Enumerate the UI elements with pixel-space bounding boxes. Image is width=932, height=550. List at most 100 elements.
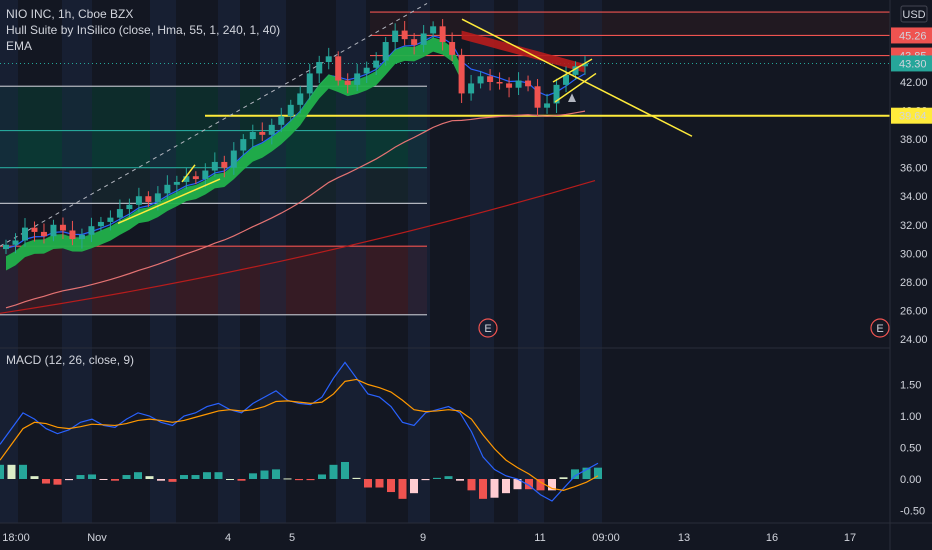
yellow-trend-line-3 — [554, 72, 597, 103]
macd-hist-bar-24 — [272, 469, 280, 479]
session-band-1 — [62, 0, 92, 523]
macd-axis[interactable]: 1.50 1.00 0.50 0.00 -0.50 — [900, 380, 925, 518]
macd-hist-bar-25 — [283, 478, 292, 480]
macd-hist-bar-44 — [502, 479, 510, 494]
macd-hist-bar-45 — [513, 479, 522, 490]
macd-hist-bar-7 — [76, 475, 85, 479]
macd-hist-bar-2 — [19, 464, 27, 479]
ema-fast-line — [5, 35, 586, 250]
price-label-text-2: 43.30 — [899, 58, 927, 70]
ema-indicator-label[interactable]: EMA — [6, 39, 33, 53]
candle-body-57 — [544, 103, 551, 108]
macd-hist-bar-9 — [99, 479, 108, 480]
macd-hist-bar-32 — [364, 479, 372, 488]
macd-hist-bar-49 — [559, 477, 568, 479]
candle-body-2 — [21, 227, 28, 241]
price-tick-4: 32.00 — [900, 220, 928, 232]
price-tick-2: 28.00 — [900, 277, 928, 289]
candle-body-47 — [449, 42, 456, 55]
candle-body-22 — [211, 161, 218, 171]
symbol-title[interactable]: NIO INC, 1h, Cboe BZX — [6, 7, 134, 21]
candle-body-13 — [126, 204, 133, 210]
macd-hist-bar-29 — [329, 464, 338, 479]
candle-body-46 — [439, 26, 446, 43]
price-tick-5: 34.00 — [900, 191, 928, 203]
candle-body-11 — [107, 217, 114, 222]
candle-body-56 — [534, 86, 541, 108]
time-tick-8: 16 — [766, 532, 778, 544]
candle-body-33 — [316, 62, 323, 74]
macd-hist-bar-35 — [398, 479, 407, 499]
macd-hist-bar-37 — [421, 479, 430, 481]
candle-body-25 — [240, 139, 247, 151]
macd-hist-bar-8 — [88, 474, 96, 479]
signal-line — [0, 378, 599, 491]
candle-body-49 — [468, 83, 475, 94]
candle-body-48 — [458, 54, 465, 94]
yellow-trend-line-1 — [461, 18, 693, 137]
candle-body-5 — [50, 224, 57, 237]
candle-body-40 — [382, 42, 389, 61]
candle-body-39 — [373, 60, 380, 68]
macd-legend: MACD (12, 26, close, 9) — [6, 352, 134, 368]
macd-histogram — [0, 461, 602, 499]
time-tick-3: 5 — [289, 532, 295, 544]
candle-body-3 — [31, 227, 38, 232]
candle-body-41 — [392, 30, 399, 43]
session-band-2 — [150, 0, 176, 523]
session-band-6 — [408, 0, 430, 523]
candle-body-4 — [40, 231, 47, 237]
candle-body-50 — [477, 76, 484, 84]
candle-body-14 — [135, 196, 142, 205]
candle-body-20 — [192, 176, 199, 180]
candle-body-12 — [116, 209, 123, 218]
price-tick-3: 30.00 — [900, 248, 928, 260]
session-band-9 — [580, 0, 602, 523]
macd-hist-bar-15 — [168, 479, 177, 482]
candle-body-35 — [335, 56, 342, 81]
earnings-event-label-1: E — [876, 323, 883, 335]
candle-body-52 — [496, 82, 503, 84]
macd-hist-bar-43 — [490, 479, 499, 498]
dashed-trend-line — [0, 3, 428, 247]
macd-hist-bar-31 — [352, 477, 361, 479]
trend-lines — [117, 18, 693, 225]
ema-lines — [0, 3, 596, 314]
macd-tick-3: 0.00 — [900, 474, 921, 486]
time-tick-1: Nov — [87, 532, 107, 544]
macd-hist-bar-5 — [53, 479, 62, 485]
hull-indicator-label[interactable]: Hull Suite by InSilico (close, Hma, 55, … — [6, 23, 281, 37]
macd-indicator-label[interactable]: MACD (12, 26, close, 9) — [6, 353, 135, 367]
time-tick-5: 11 — [534, 532, 545, 544]
time-tick-2: 4 — [225, 532, 231, 544]
time-axis[interactable]: 18:00 Nov 4 5 9 11 09:00 13 16 17 — [2, 532, 856, 544]
macd-hist-bar-6 — [65, 479, 73, 481]
candle-body-32 — [306, 73, 313, 94]
candle-body-19 — [183, 176, 190, 182]
macd-hist-bar-20 — [226, 479, 234, 480]
price-label-text-3: 39.64 — [899, 111, 927, 123]
candle-body-1 — [12, 240, 19, 245]
price-tick-6: 36.00 — [900, 163, 928, 175]
macd-hist-bar-26 — [295, 479, 303, 481]
candle-body-51 — [487, 76, 494, 82]
macd-hist-bar-1 — [7, 464, 16, 479]
session-band-3 — [218, 0, 240, 523]
chart-legend: NIO INC, 1h, Cboe BZX Hull Suite by InSi… — [6, 6, 280, 54]
macd-hist-bar-30 — [341, 461, 349, 479]
macd-hist-bar-50 — [571, 469, 579, 479]
yellow-trend-line-0 — [117, 178, 221, 225]
time-tick-0: 18:00 — [2, 532, 30, 544]
macd-hist-bar-22 — [249, 473, 257, 479]
macd-hist-bar-40 — [456, 479, 464, 481]
candle-body-30 — [287, 104, 294, 117]
macd-hist-bar-28 — [318, 474, 326, 479]
candle-body-61 — [582, 63, 588, 67]
price-label-box-3 — [891, 107, 932, 124]
currency-badge[interactable]: USD — [900, 5, 928, 23]
macd-hist-bar-27 — [306, 479, 315, 481]
candle-body-28 — [268, 124, 275, 135]
candle-body-0 — [3, 244, 9, 250]
